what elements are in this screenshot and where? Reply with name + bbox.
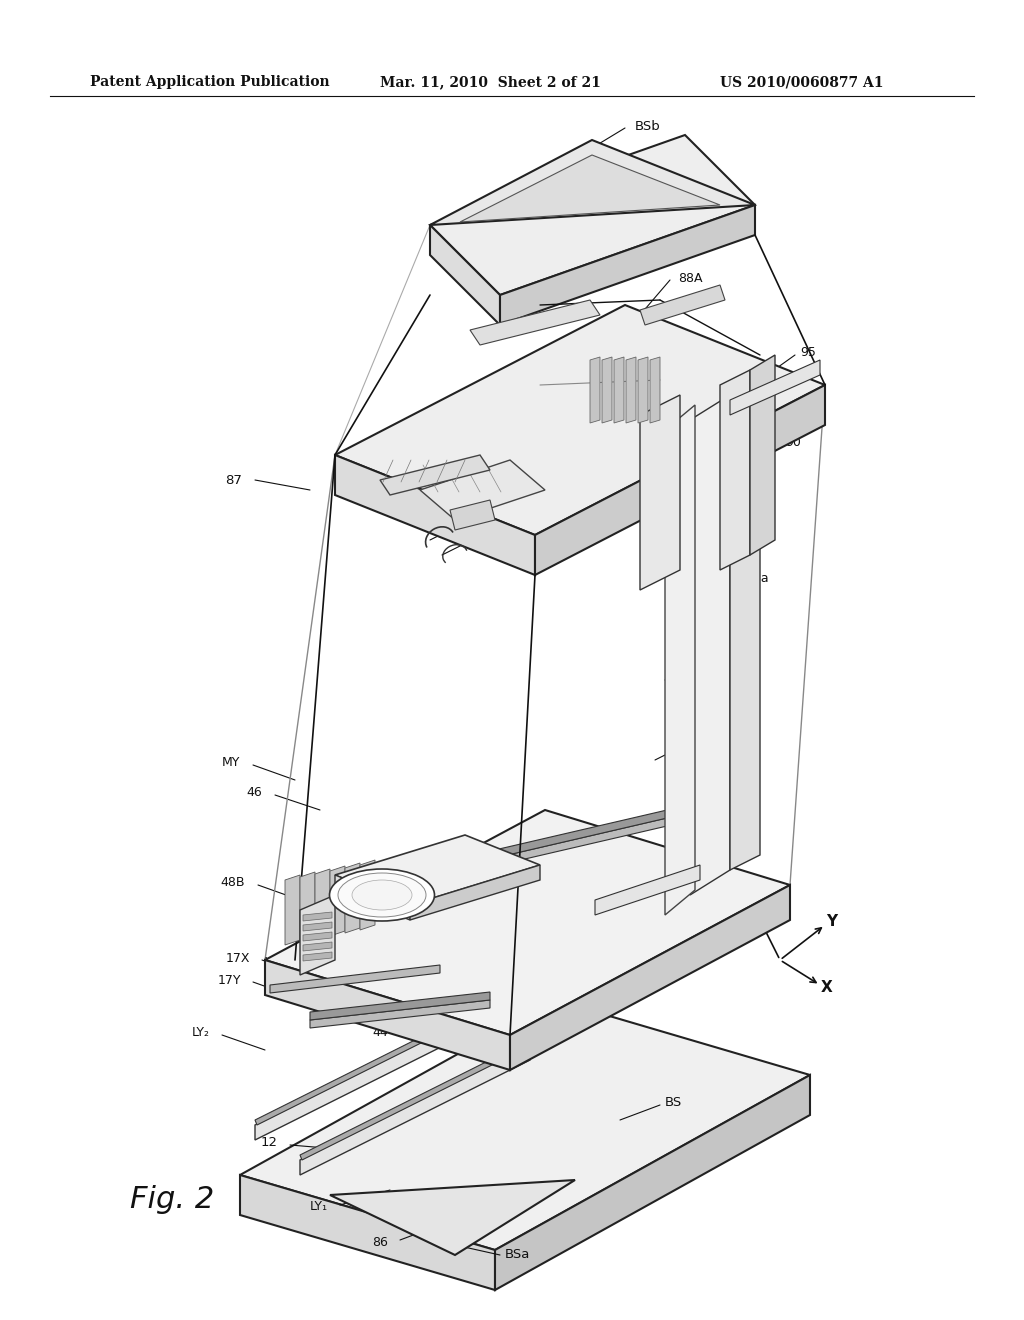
Polygon shape	[240, 1001, 810, 1250]
Polygon shape	[265, 960, 510, 1071]
Polygon shape	[300, 1045, 530, 1175]
Polygon shape	[330, 1180, 575, 1255]
Text: W: W	[312, 911, 325, 924]
Polygon shape	[638, 356, 648, 422]
Polygon shape	[380, 455, 490, 495]
Polygon shape	[730, 360, 820, 414]
Polygon shape	[690, 395, 730, 895]
Polygon shape	[400, 814, 680, 888]
Text: BSb: BSb	[635, 120, 660, 132]
Polygon shape	[460, 154, 720, 222]
Polygon shape	[285, 875, 300, 945]
Polygon shape	[300, 895, 335, 975]
Polygon shape	[614, 356, 624, 422]
Polygon shape	[303, 912, 332, 921]
Polygon shape	[330, 866, 345, 936]
Ellipse shape	[338, 873, 426, 917]
Polygon shape	[650, 356, 660, 422]
Text: Fig. 2: Fig. 2	[130, 1185, 214, 1214]
Text: 12: 12	[261, 1137, 278, 1150]
Polygon shape	[430, 140, 755, 224]
Text: 71a: 71a	[745, 572, 769, 585]
Text: 204: 204	[477, 532, 501, 544]
Polygon shape	[310, 1001, 490, 1028]
Text: MY: MY	[221, 756, 240, 770]
Polygon shape	[300, 873, 315, 942]
Polygon shape	[265, 810, 790, 1035]
Text: Mar. 11, 2010  Sheet 2 of 21: Mar. 11, 2010 Sheet 2 of 21	[380, 75, 601, 88]
Ellipse shape	[330, 869, 434, 921]
Text: LY₂: LY₂	[193, 1027, 210, 1040]
Text: 188B: 188B	[700, 451, 732, 465]
Text: BS: BS	[665, 1097, 682, 1110]
Polygon shape	[303, 952, 332, 961]
Polygon shape	[255, 1010, 485, 1140]
Text: 88A: 88A	[678, 272, 702, 285]
Polygon shape	[303, 942, 332, 950]
Polygon shape	[640, 285, 725, 325]
Text: 25: 25	[292, 936, 308, 949]
Text: 95: 95	[800, 346, 816, 359]
Text: 88A: 88A	[603, 966, 628, 979]
Polygon shape	[500, 205, 755, 325]
Text: 86: 86	[372, 1236, 388, 1249]
Text: 87: 87	[225, 474, 242, 487]
Polygon shape	[310, 993, 490, 1020]
Text: WST: WST	[265, 956, 293, 969]
Polygon shape	[495, 1074, 810, 1290]
Polygon shape	[626, 356, 636, 422]
Polygon shape	[430, 224, 500, 325]
Text: US 2010/0060877 A1: US 2010/0060877 A1	[720, 75, 884, 88]
Text: LY₁: LY₁	[310, 1200, 328, 1213]
Polygon shape	[595, 865, 700, 915]
Polygon shape	[303, 921, 332, 931]
Polygon shape	[535, 385, 825, 576]
Polygon shape	[470, 300, 600, 345]
Polygon shape	[750, 355, 775, 554]
Text: Y: Y	[826, 915, 838, 929]
Polygon shape	[303, 932, 332, 941]
Polygon shape	[430, 135, 755, 294]
Polygon shape	[400, 807, 680, 880]
Text: 90 71: 90 71	[700, 731, 736, 744]
Polygon shape	[315, 869, 330, 939]
Polygon shape	[510, 884, 790, 1071]
Polygon shape	[335, 836, 540, 906]
Text: 17Y: 17Y	[217, 974, 241, 986]
Polygon shape	[255, 1005, 487, 1125]
Ellipse shape	[352, 880, 412, 909]
Polygon shape	[335, 305, 825, 535]
Polygon shape	[450, 500, 495, 531]
Text: BSa: BSa	[505, 1249, 530, 1262]
Polygon shape	[360, 861, 375, 931]
Text: 71: 71	[705, 652, 721, 664]
Text: 90: 90	[785, 437, 801, 450]
Text: 46: 46	[246, 787, 262, 800]
Polygon shape	[300, 1040, 532, 1160]
Polygon shape	[590, 356, 600, 422]
Text: TC: TC	[505, 525, 521, 539]
Text: 48B: 48B	[220, 876, 245, 890]
Text: 203: 203	[465, 516, 488, 529]
Text: 95: 95	[650, 941, 666, 954]
Text: 161: 161	[490, 479, 514, 492]
Polygon shape	[420, 459, 545, 520]
Polygon shape	[730, 380, 760, 870]
Polygon shape	[240, 1175, 495, 1290]
Text: 44: 44	[373, 1026, 388, 1039]
Text: Patent Application Publication: Patent Application Publication	[90, 75, 330, 88]
Polygon shape	[602, 356, 612, 422]
Polygon shape	[720, 370, 750, 570]
Polygon shape	[335, 455, 535, 576]
Polygon shape	[345, 863, 360, 933]
Polygon shape	[665, 405, 695, 915]
Text: X: X	[821, 981, 833, 995]
Polygon shape	[410, 865, 540, 920]
Polygon shape	[335, 875, 410, 920]
Polygon shape	[270, 965, 440, 993]
Polygon shape	[640, 395, 680, 590]
Text: Z: Z	[742, 898, 754, 912]
Text: 17X: 17X	[225, 952, 250, 965]
